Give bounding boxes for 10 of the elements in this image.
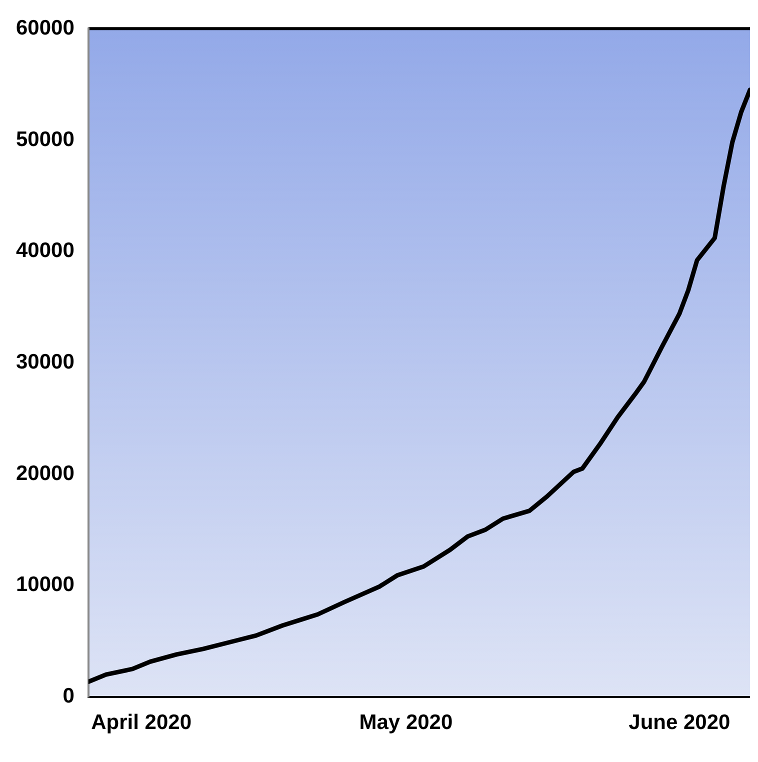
y-tick-label: 60000: [16, 16, 74, 40]
y-tick-label: 0: [62, 684, 74, 708]
x-tick-label: June 2020: [628, 711, 730, 734]
y-tick-label: 10000: [16, 573, 74, 596]
x-tick-label: April 2020: [91, 711, 192, 734]
x-tick-label: May 2020: [359, 711, 453, 734]
y-tick-label: 50000: [16, 128, 74, 151]
y-tick-label: 40000: [16, 239, 74, 262]
y-tick-label: 30000: [16, 350, 74, 374]
y-tick-label: 20000: [16, 462, 74, 485]
